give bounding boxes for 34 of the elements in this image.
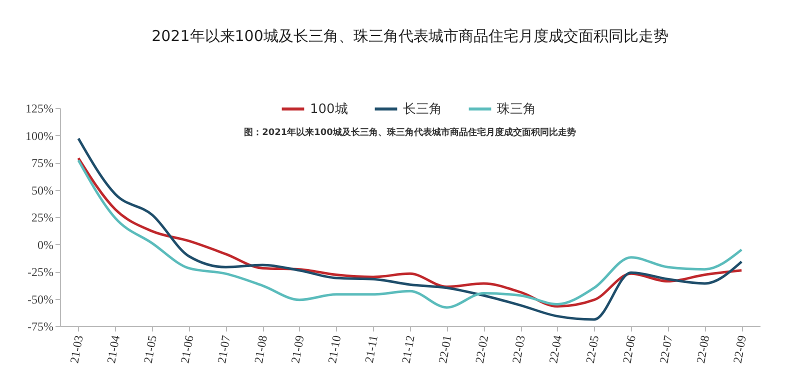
x-tick-label: 21-09 [288,334,307,364]
chart-title: 2021年以来100城及长三角、珠三角代表城市商品住宅月度成交面积同比走势 [152,27,668,45]
x-tick-label: 21-05 [140,334,160,364]
line-series [77,137,743,321]
x-tick-label: 22-04 [546,334,565,364]
x-tick-label: 21-07 [214,334,234,364]
x-tick-label: 22-09 [730,334,749,364]
y-tick-label: 25% [32,210,54,224]
x-tick-label: 22-01 [436,334,454,364]
x-tick-label: 22-02 [472,334,492,364]
legend-label: 珠三角 [497,102,536,117]
x-tick-label: 22-03 [509,334,528,364]
x-tick-label: 22-08 [693,334,712,364]
y-tick-label: 100% [26,128,54,143]
x-tick-label: 21-03 [67,334,86,364]
x-tick-label: 22-06 [620,334,638,364]
y-tick-label: 50% [32,183,54,198]
x-tick-label: 21-10 [325,334,344,364]
y-tick-label: -75% [28,320,54,334]
x-tick-label: 21-06 [178,334,196,364]
x-tick-label: 22-05 [582,334,602,364]
y-tick-label: 125% [26,102,54,116]
x-tick-label: 21-11 [362,334,381,364]
x-tick-label: 21-08 [251,334,270,364]
x-tick-label: 21-04 [104,334,123,364]
x-tick-label: 21-12 [398,334,418,364]
legend-label: 长三角 [403,102,442,117]
y-tick-label: 0% [38,238,54,252]
y-tick-label: -25% [28,265,54,279]
y-tick-label: -50% [28,292,54,306]
y-tick-label: 75% [32,156,54,170]
legend-label: 100城 [310,102,348,117]
x-tick-label: 22-07 [656,334,676,364]
annotation: 图：2021年以来100城及长三角、珠三角代表城市商品住宅月度成交面积同比走势 [244,127,576,138]
